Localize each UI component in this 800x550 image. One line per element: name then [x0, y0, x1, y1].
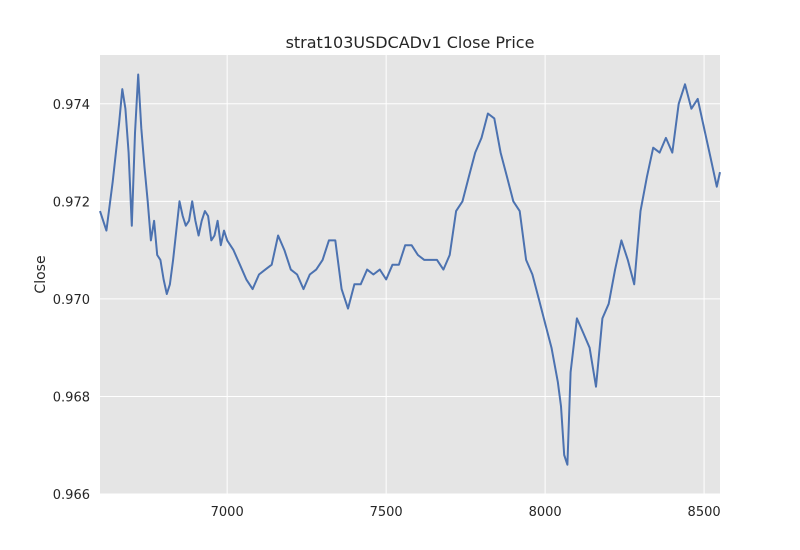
y-tick-label: 0.972 [53, 195, 90, 210]
chart-title: strat103USDCADv1 Close Price [286, 33, 535, 52]
x-tick-label: 8500 [688, 505, 721, 520]
grid-lines [100, 55, 720, 495]
plot-area [100, 55, 720, 494]
y-axis-label: Close [33, 255, 49, 293]
y-tick-label: 0.974 [53, 98, 90, 113]
series-line [99, 73, 721, 466]
x-axis: 7000 7500 8000 8500 [211, 505, 721, 520]
y-tick-label: 0.966 [53, 488, 90, 503]
x-tick-label: 7500 [370, 505, 403, 520]
y-tick-label: 0.970 [53, 293, 90, 308]
x-tick-label: 7000 [211, 505, 244, 520]
y-tick-label: 0.968 [53, 390, 90, 405]
series-group [99, 73, 721, 466]
x-tick-label: 8000 [529, 505, 562, 520]
y-axis: 0.966 0.968 0.970 0.972 0.974 [53, 98, 90, 503]
